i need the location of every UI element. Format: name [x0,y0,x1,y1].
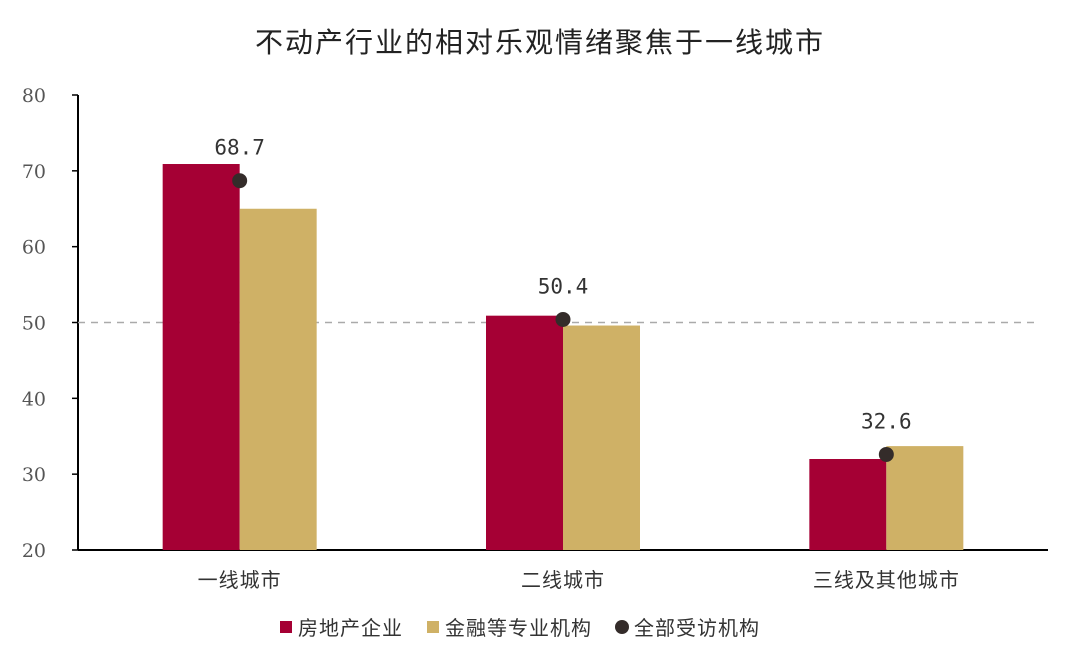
legend-swatch [427,621,439,633]
data-label: 68.7 [214,136,265,160]
data-label: 50.4 [538,274,589,298]
x-tick-label: 一线城市 [198,568,282,592]
chart-title: 不动产行业的相对乐观情绪聚焦于一线城市 [255,26,825,59]
points [232,173,894,462]
legend-label: 房地产企业 [298,616,403,640]
x-tick-label: 三线及其他城市 [813,568,960,592]
data-label: 32.6 [861,409,912,433]
y-tick-label: 70 [22,161,46,183]
bar-real-estate-3 [809,459,887,550]
bar-real-estate-2 [486,315,563,550]
point-all-1 [232,173,248,189]
legend: 房地产企业 金融等专业机构 全部受访机构 [280,616,760,640]
x-tick-label: 二线城市 [521,568,605,592]
legend-marker [615,620,629,634]
point-all-3 [878,446,894,462]
y-tick-label: 20 [22,540,46,562]
bar-real-estate-1 [162,164,240,550]
y-tick-label: 50 [22,313,46,335]
axes: 20 30 40 50 60 70 80 一线城市 二线城市 三线及其他城市 [22,85,1048,592]
legend-label: 全部受访机构 [634,616,760,640]
y-tick-label: 40 [22,388,46,410]
legend-swatch [280,621,292,633]
bar-financial-3 [886,446,964,550]
bar-financial-2 [563,325,640,550]
y-tick-label: 30 [22,464,46,486]
point-all-2 [555,311,571,327]
data-labels: 68.7 50.4 32.6 [214,136,911,434]
y-tick-label: 60 [22,237,46,259]
bars [162,164,964,550]
legend-label: 金融等专业机构 [445,616,592,640]
bar-financial-1 [239,208,317,550]
y-tick-label: 80 [22,85,46,107]
